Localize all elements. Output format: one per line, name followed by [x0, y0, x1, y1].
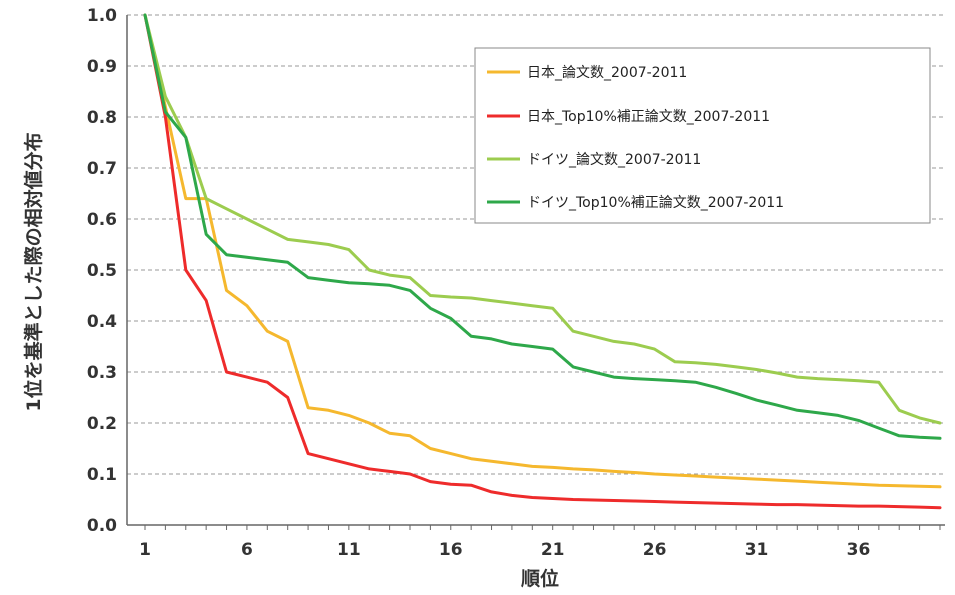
axis-layer: 0.00.10.20.30.40.50.60.70.80.91.01 6 11 16 2…	[87, 6, 945, 560]
series-line-3	[143, 13, 942, 425]
x-tick-label: 16	[439, 540, 463, 560]
y-tick-label: 0.1	[87, 465, 117, 485]
y-axis-title: 1位を基準とした際の相対値分布	[22, 132, 45, 411]
y-tick-label: 0.7	[87, 159, 117, 179]
x-tick-label: 21	[541, 540, 565, 560]
y-tick-label: 0.4	[87, 312, 117, 332]
y-tick-label: 0.6	[87, 210, 117, 230]
legend-items: 日本_論文数_2007-2011 日本_Top10%補正論文数_2007-2011…	[487, 65, 784, 211]
x-tick-label: 6	[241, 540, 253, 560]
y-tick-label: 0.2	[87, 414, 117, 434]
legend-label: 日本_論文数_2007-2011	[527, 65, 687, 81]
legend-box	[474, 47, 931, 224]
y-tick-label: 0.0	[87, 516, 117, 536]
x-tick-label: 26	[643, 540, 667, 560]
y-tick-label: 0.9	[87, 57, 117, 77]
x-tick-label: 31	[745, 540, 769, 560]
y-tick-label: 0.3	[87, 363, 117, 383]
y-tick-label: 1.0	[87, 6, 117, 26]
legend-label: ドイツ_Top10%補正論文数_2007-2011	[527, 195, 784, 211]
x-tick-label: 36	[847, 540, 871, 560]
x-axis-title: 順位	[521, 567, 559, 590]
x-tick-label: 11	[337, 540, 361, 560]
x-tick-label: 1	[139, 540, 151, 560]
series-line-1	[143, 13, 942, 489]
y-tick-label: 0.5	[87, 261, 117, 281]
legend-label: 日本_Top10%補正論文数_2007-2011	[527, 109, 770, 125]
y-tick-label: 0.8	[87, 108, 117, 128]
series-layer	[143, 13, 942, 510]
legend-label: ドイツ_論文数_2007-2011	[527, 152, 701, 168]
legend: 日本_論文数_2007-2011 日本_Top10%補正論文数_2007-2011…	[474, 47, 931, 224]
series-line-4	[143, 13, 942, 440]
series-line-2	[143, 13, 942, 510]
